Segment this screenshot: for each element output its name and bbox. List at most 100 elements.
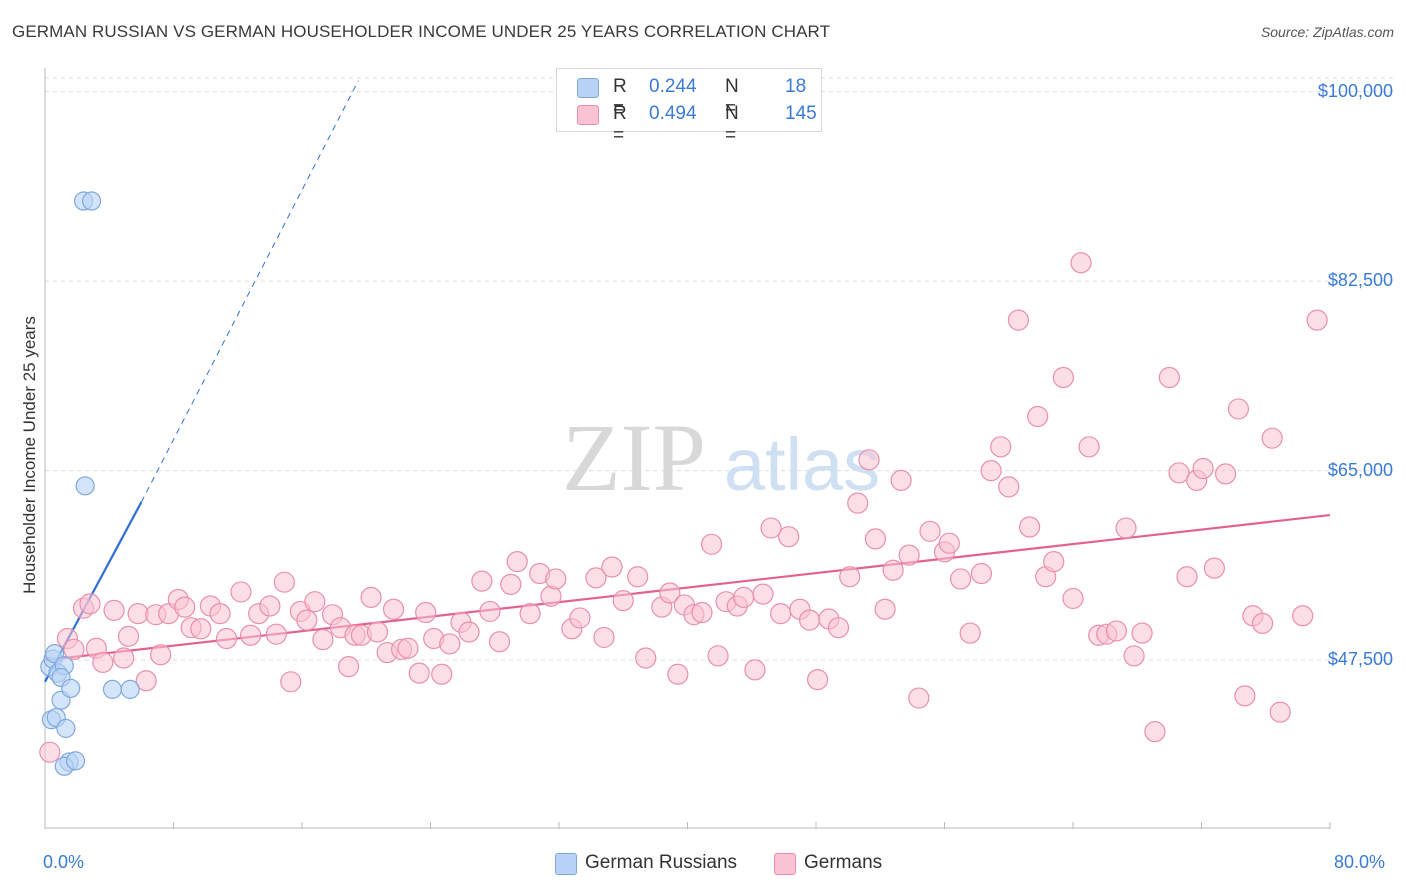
watermark: ZIP atlas (562, 404, 880, 511)
data-point-germans (215, 627, 238, 650)
data-point-germans (1027, 405, 1049, 428)
data-point-germans (874, 598, 896, 620)
data-point-germans (1078, 436, 1100, 458)
trend-extension-german-russians (140, 80, 359, 503)
data-point-germans (500, 573, 522, 595)
data-point-germans (397, 637, 419, 659)
data-point-germans (1062, 587, 1084, 610)
data-point-germans (1306, 309, 1328, 331)
data-point-germans (259, 595, 281, 617)
data-point-germans (938, 532, 960, 554)
watermark-atlas: atlas (724, 423, 880, 506)
data-point-germans (1144, 721, 1166, 743)
data-point-germans (990, 436, 1012, 458)
watermark-zip: ZIP (562, 404, 706, 511)
data-point-german-russians (102, 679, 123, 699)
data-point-germans (1168, 462, 1190, 484)
y-axis-label: Householder Income Under 25 years (20, 316, 39, 594)
data-point-germans (980, 460, 1002, 482)
data-point-germans (949, 568, 972, 590)
y-tick-label: $100,000 (1317, 80, 1393, 101)
data-point-germans (1227, 398, 1250, 420)
data-point-germans (415, 601, 437, 624)
data-point-germans (700, 533, 723, 555)
data-point-germans (839, 566, 861, 588)
data-point-germans (545, 568, 567, 590)
data-point-germans (1019, 516, 1041, 538)
data-point-germans (998, 476, 1020, 498)
data-point-germans (612, 589, 634, 612)
legend-n-value: 145 (785, 103, 817, 124)
data-point-germans (667, 663, 689, 685)
data-point-germans (458, 621, 480, 643)
data-point-germans (174, 596, 196, 618)
data-point-germans (1269, 701, 1291, 723)
data-point-germans (1105, 620, 1127, 642)
data-point-germans (127, 602, 149, 625)
data-point-germans (770, 602, 792, 625)
data-point-german-russians (75, 476, 95, 496)
legend-swatch-pink (774, 853, 796, 875)
data-point-germans (117, 625, 140, 647)
data-point-germans (659, 582, 681, 604)
data-point-germans (190, 618, 212, 640)
axes (44, 68, 1331, 829)
data-point-germans (79, 593, 101, 615)
stats-legend: R = 0.244 N = 18 R = 0.494 N = 145 (556, 68, 822, 146)
data-point-germans (135, 670, 157, 692)
data-point-germans (1131, 622, 1153, 644)
data-point-germans (569, 607, 591, 629)
data-point-germans (858, 449, 880, 471)
data-point-germans (230, 581, 252, 603)
data-point-germans (337, 656, 360, 678)
series-germans-points (39, 252, 1328, 763)
data-point-germans (627, 566, 649, 588)
data-point-germans (585, 567, 607, 589)
x-tick-label-min: 0.0% (43, 852, 85, 872)
data-point-germans (890, 469, 912, 492)
data-point-germans (882, 559, 904, 581)
data-point-germans (113, 647, 135, 669)
data-point-germans (959, 622, 981, 644)
data-point-germans (807, 669, 829, 691)
data-point-germans (382, 598, 405, 620)
data-point-germans (919, 520, 941, 542)
data-point-germans (1123, 645, 1145, 667)
data-point-germans (1052, 366, 1074, 389)
data-point-germans (1251, 612, 1274, 634)
data-point-germans (601, 556, 623, 578)
data-point-germans (280, 671, 302, 693)
data-point-germans (635, 647, 657, 669)
legend-r-value: 0.494 (649, 103, 697, 124)
data-point-germans (733, 586, 755, 608)
data-point-germans (707, 645, 729, 667)
data-point-germans (1292, 605, 1314, 627)
data-point-germans (471, 570, 493, 592)
data-point-germans (240, 624, 262, 646)
data-point-germans (778, 526, 800, 548)
data-point-germans (209, 602, 231, 625)
legend-swatch-blue (577, 78, 599, 98)
data-point-germans (864, 528, 887, 550)
y-tick-label: $82,500 (1327, 270, 1393, 291)
data-point-germans (39, 741, 61, 763)
data-point-germans (63, 638, 85, 660)
data-point-germans (1203, 557, 1225, 579)
data-point-germans (439, 633, 461, 655)
data-point-germans (1234, 685, 1256, 707)
data-point-germans (488, 631, 511, 653)
data-point-germans (408, 662, 430, 684)
legend-n-value: 18 (785, 76, 807, 97)
legend-swatch-blue (555, 853, 577, 875)
data-point-german-russians (120, 679, 140, 699)
data-point-germans (1261, 427, 1283, 449)
series-german-russians-points (40, 191, 140, 776)
data-point-germans (1070, 252, 1092, 274)
data-point-germans (265, 623, 287, 645)
y-tick-label: $65,000 (1327, 459, 1393, 480)
data-point-germans (431, 663, 453, 685)
data-point-germans (296, 609, 318, 631)
data-point-germans (898, 544, 920, 566)
x-tick-label-max: 80.0% (1334, 852, 1386, 872)
